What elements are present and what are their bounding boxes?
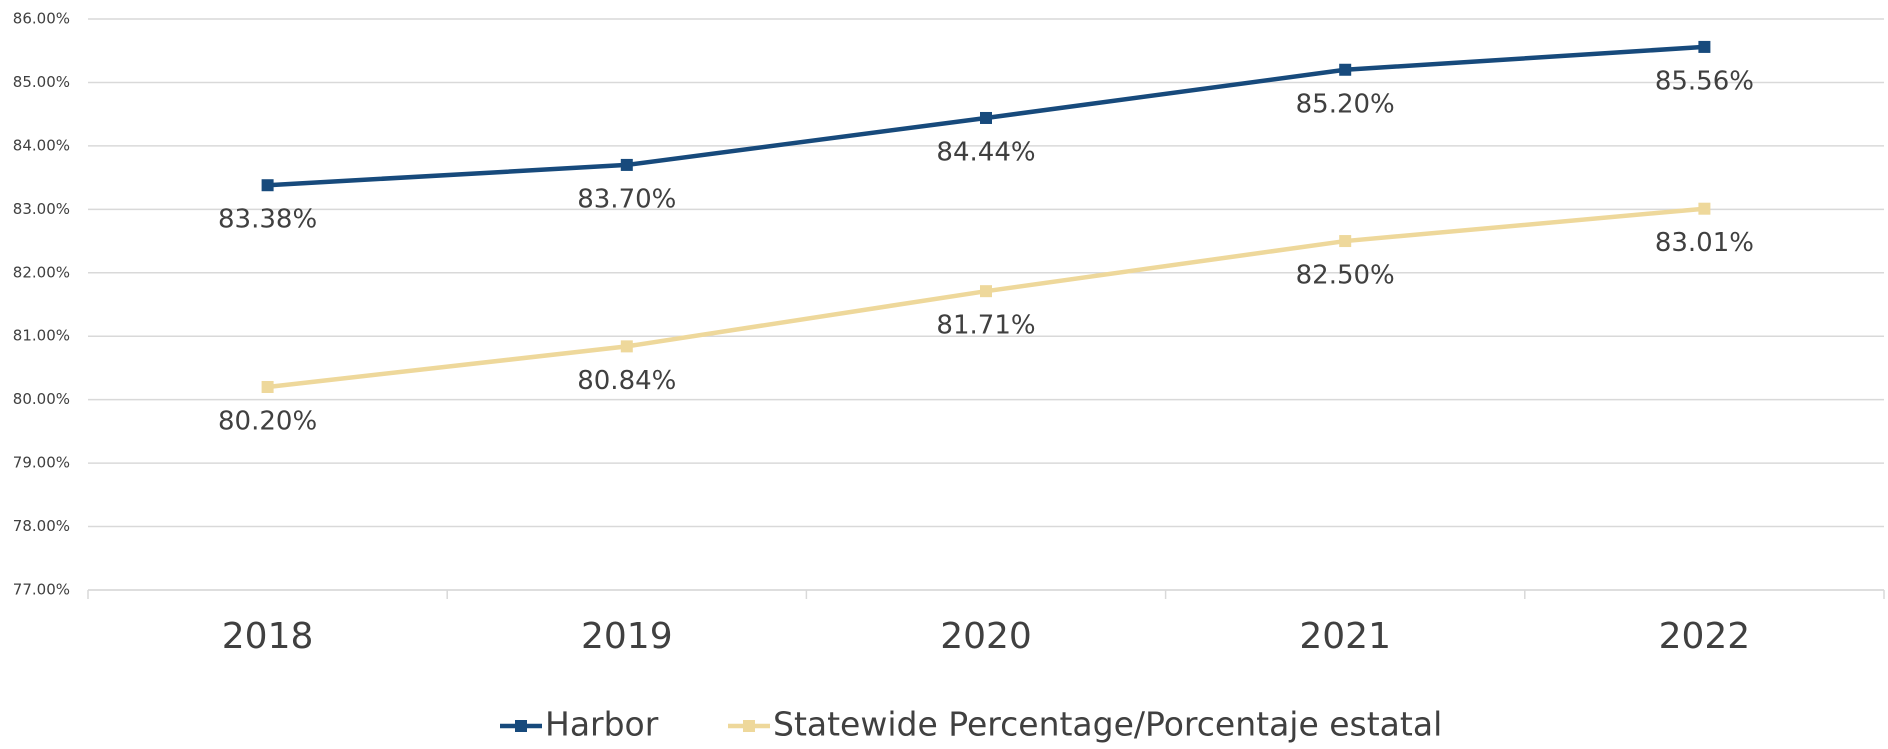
- data-label: 80.20%: [218, 406, 317, 436]
- legend-marker: [515, 720, 527, 732]
- y-tick-label: 83.00%: [13, 200, 70, 218]
- data-label: 81.71%: [936, 311, 1035, 341]
- data-label: 83.70%: [577, 184, 676, 214]
- point-marker: [1698, 202, 1711, 215]
- y-tick-label: 80.00%: [13, 390, 70, 408]
- x-tick-label: 2020: [940, 616, 1032, 657]
- point-marker: [980, 285, 992, 298]
- data-label: 85.56%: [1655, 66, 1754, 96]
- y-tick-label: 86.00%: [13, 10, 70, 28]
- point-marker: [980, 111, 992, 124]
- x-tick-label: 2022: [1659, 616, 1751, 657]
- series-line: [267, 206, 1705, 390]
- legend-label: Harbor: [545, 705, 659, 744]
- y-tick-label: 84.00%: [13, 136, 70, 154]
- y-tick-label: 85.00%: [13, 73, 70, 91]
- x-tick-label: 2019: [581, 616, 673, 657]
- data-label: 80.84%: [577, 366, 676, 396]
- y-tick-label: 77.00%: [13, 581, 70, 599]
- point-marker: [620, 340, 633, 353]
- y-tick-label: 81.00%: [13, 327, 70, 345]
- y-tick-label: 78.00%: [13, 517, 70, 535]
- data-label: 82.50%: [1296, 261, 1395, 291]
- point-marker: [620, 158, 633, 171]
- data-label: 85.20%: [1296, 89, 1395, 119]
- point-marker: [261, 380, 274, 393]
- point-marker: [1339, 235, 1352, 248]
- y-tick-label: 79.00%: [13, 454, 70, 472]
- data-label: 84.44%: [936, 137, 1035, 167]
- point-marker: [1339, 63, 1352, 76]
- x-tick-label: 2021: [1299, 616, 1391, 657]
- legend-label: Statewide Percentage/Porcentaje estatal: [773, 705, 1442, 744]
- point-marker: [1698, 40, 1711, 53]
- y-tick-label: 82.00%: [13, 263, 70, 281]
- x-tick-label: 2018: [222, 616, 314, 657]
- data-label: 83.01%: [1655, 228, 1754, 258]
- data-label: 83.38%: [218, 205, 317, 235]
- point-marker: [261, 179, 274, 192]
- legend-marker: [743, 720, 755, 732]
